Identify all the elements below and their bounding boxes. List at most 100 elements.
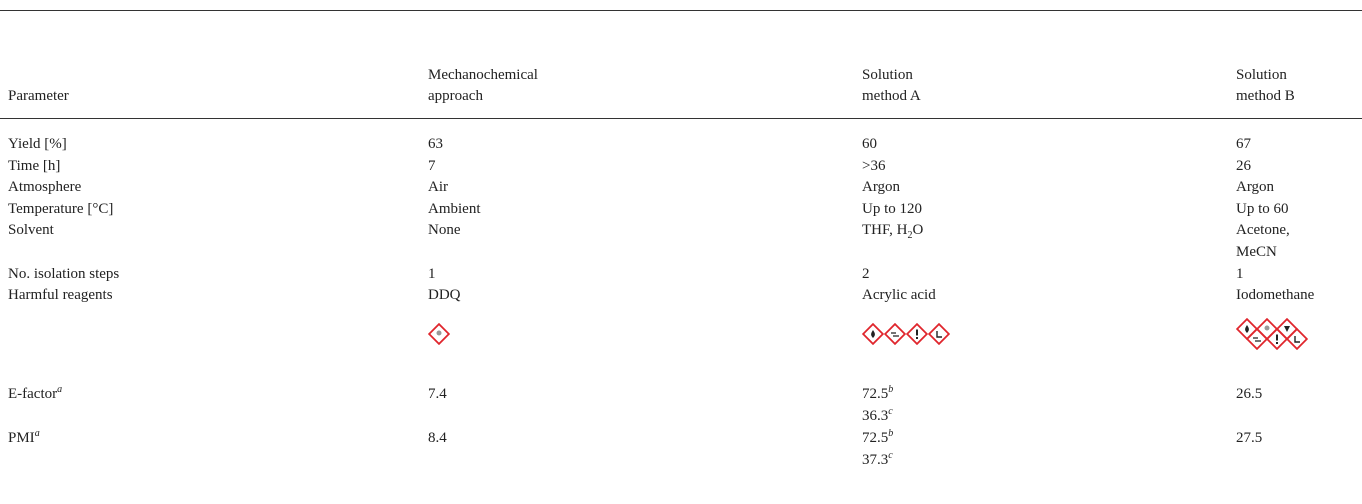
table-cell: 7 [428, 156, 436, 178]
cell-line: >36 [862, 158, 886, 174]
cell-text: THF, H [862, 222, 908, 238]
cell-line: Argon [1236, 179, 1275, 195]
header-cell: Parameter [8, 86, 69, 108]
table-cell: PMIa [8, 428, 40, 450]
cell-line: 2 [862, 266, 870, 282]
hazard-icon [1266, 328, 1288, 350]
table-cell: 1 [428, 264, 436, 286]
cell-line: Solution [862, 66, 913, 83]
footnote-mark: b [888, 384, 894, 395]
cell-line: No. isolation steps [8, 266, 120, 282]
header-cell: Solution method A [862, 65, 921, 108]
table-cell: Acetone, MeCN [1236, 220, 1290, 263]
table-cell: 67 [1236, 134, 1251, 156]
table-cell: Solvent [8, 220, 54, 242]
footnote-mark: a [57, 384, 63, 395]
table-cell: 63 [428, 134, 443, 156]
footnote-mark: c [888, 405, 893, 417]
cell-line: 60 [862, 136, 877, 152]
cell-text: 72.5 [862, 430, 889, 446]
cell-line: Up to 120 [862, 201, 922, 217]
cell-line: Yield [%] [8, 136, 67, 152]
table-cell: Harmful reagents [8, 285, 113, 307]
cell-line: Ambient [428, 201, 481, 217]
cell-line: 72.5b [862, 428, 893, 450]
cell-line: Solution [1236, 66, 1287, 83]
footnote-mark: c [888, 449, 893, 461]
cell-line: Harmful reagents [8, 287, 113, 303]
cell-line: 7.4 [428, 386, 447, 402]
table-cell: E-factora [8, 384, 62, 406]
cell-line: None [428, 222, 461, 238]
cell-line: MeCN [1236, 243, 1277, 260]
table-cell: 27.5 [1236, 428, 1262, 450]
table-cell: 26 [1236, 156, 1251, 178]
table-cell: Atmosphere [8, 177, 81, 199]
table-cell: Acrylic acid [862, 285, 936, 307]
cell-line: 7 [428, 158, 436, 174]
table-cell: Temperature [°C] [8, 199, 113, 221]
cell-line: Solvent [8, 222, 54, 238]
hazard-icon [1246, 328, 1268, 350]
cell-text: 37.3 [862, 451, 889, 468]
hazard-icon [928, 323, 950, 345]
cell-line: Mechanochemical [428, 66, 538, 83]
table-cell: 2 [862, 264, 870, 286]
header-rule [0, 118, 1362, 119]
table-cell: None [428, 220, 461, 242]
table-cell: 8.4 [428, 428, 447, 450]
table-cell: 60 [862, 134, 877, 156]
cell-line: PMIa [8, 428, 40, 450]
table-cell: Argon [1236, 177, 1274, 199]
cell-line: 72.5b [862, 384, 893, 406]
table-cell: THF, H2O [862, 220, 923, 242]
table-cell: 7.4 [428, 384, 447, 406]
cell-text: 72.5 [862, 386, 889, 402]
cell-line: Up to 60 [1236, 201, 1289, 217]
cell-line: 37.3c [862, 450, 893, 472]
table-cell: DDQ [428, 285, 461, 307]
cell-line: 63 [428, 136, 443, 152]
table-cell: 72.5b 37.3c [862, 428, 893, 471]
top-rule [0, 10, 1362, 11]
hazard-icon [862, 323, 884, 345]
cell-text: E-factor [8, 386, 58, 402]
cell-line: THF, H2O [862, 220, 923, 242]
footnote-mark: b [888, 428, 894, 439]
table-cell: Argon [862, 177, 900, 199]
hazard-icon [1286, 328, 1308, 350]
cell-text: PMI [8, 430, 35, 446]
table-cell: 72.5b 36.3c [862, 384, 893, 427]
table-cell: Up to 60 [1236, 199, 1289, 221]
table-cell: 26.5 [1236, 384, 1262, 406]
footnote-mark: a [34, 428, 40, 439]
hazard-icon [884, 323, 906, 345]
cell-line: approach [428, 88, 483, 105]
cell-line: 36.3c [862, 406, 893, 428]
hazard-icon [906, 323, 928, 345]
cell-line: Air [428, 179, 448, 195]
table-cell: Iodomethane [1236, 285, 1314, 307]
cell-line: 26 [1236, 158, 1251, 174]
subscript: 2 [907, 230, 913, 241]
table-cell: Up to 120 [862, 199, 922, 221]
table-cell: Air [428, 177, 448, 199]
cell-line: Acetone, [1236, 222, 1290, 238]
cell-line: 1 [1236, 266, 1244, 282]
table-cell: Yield [%] [8, 134, 67, 156]
table-cell: Ambient [428, 199, 481, 221]
cell-line: DDQ [428, 287, 461, 303]
cell-text: 36.3 [862, 407, 889, 424]
table-cell: Time [h] [8, 156, 60, 178]
cell-line: 67 [1236, 136, 1251, 152]
table-cell: No. isolation steps [8, 264, 119, 286]
header-cell: Mechanochemical approach [428, 65, 538, 108]
cell-line: Argon [862, 179, 901, 195]
header-cell: Solution method B [1236, 65, 1295, 108]
table-cell: 1 [1236, 264, 1244, 286]
cell-line: 26.5 [1236, 386, 1263, 402]
cell-line: method B [1236, 88, 1295, 105]
cell-line: Acrylic acid [862, 287, 936, 303]
cell-line: Parameter [8, 88, 69, 105]
